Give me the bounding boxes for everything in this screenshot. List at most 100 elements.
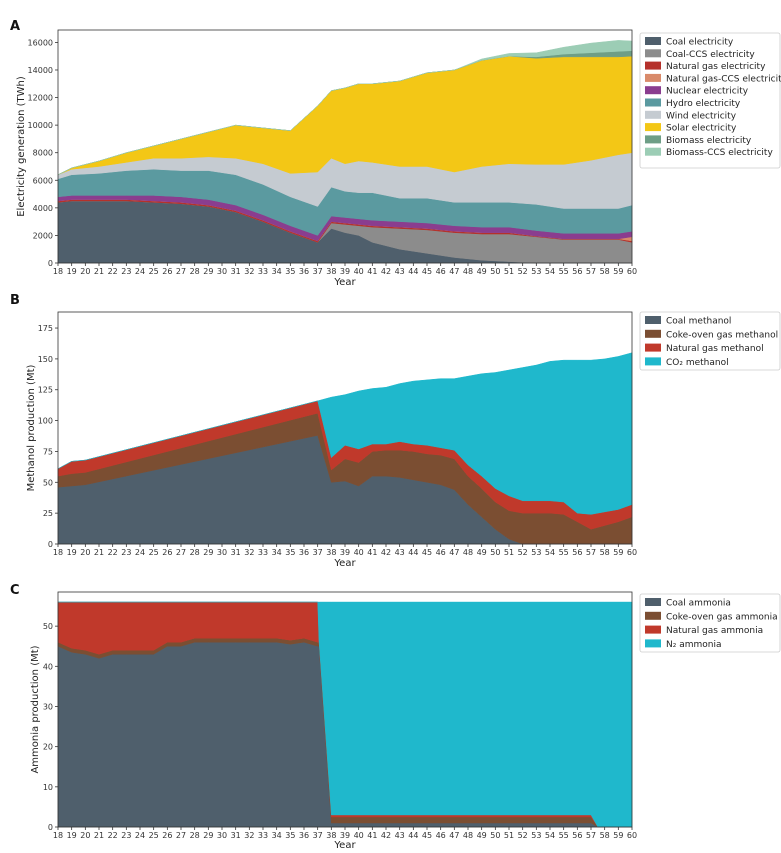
x-tick-label: 51 [504, 831, 514, 840]
x-tick-label: 22 [108, 548, 118, 557]
x-tick-label: 19 [67, 831, 77, 840]
x-tick-label: 34 [272, 548, 282, 557]
x-tick-label: 53 [531, 548, 541, 557]
x-tick-label: 23 [121, 831, 131, 840]
x-tick-label: 58 [600, 267, 610, 276]
x-tick-label: 38 [326, 831, 336, 840]
x-tick-label: 54 [545, 831, 555, 840]
x-tick-label: 41 [367, 267, 377, 276]
legend-label-coal-ammonia: Coal ammonia [666, 599, 731, 609]
legend-label-natural-gas-ccs-electricity: Natural gas-CCS electricity [666, 74, 781, 84]
x-tick-label: 43 [395, 548, 405, 557]
y-tick-label: 150 [38, 355, 53, 364]
legend-label-coke-oven-gas-methanol: Coke-oven gas methanol [666, 330, 778, 340]
x-tick-label: 22 [108, 267, 118, 276]
y-tick-label: 25 [43, 509, 53, 518]
x-tick-label: 48 [463, 548, 473, 557]
x-tick-label: 21 [94, 831, 104, 840]
x-tick-label: 43 [395, 831, 405, 840]
x-tick-label: 36 [299, 548, 309, 557]
legend-swatch-n2-ammonia [645, 639, 661, 648]
x-tick-label: 48 [463, 267, 473, 276]
legend-label-coal-electricity: Coal electricity [666, 38, 734, 48]
x-tick-label: 57 [586, 267, 596, 276]
legend-swatch-natural-gas-methanol [645, 343, 661, 352]
y-tick-label: 175 [38, 324, 53, 333]
x-tick-label: 56 [572, 267, 582, 276]
x-tick-label: 43 [395, 267, 405, 276]
x-tick-label: 31 [231, 267, 241, 276]
y-tick-label: 125 [38, 386, 53, 395]
x-tick-label: 46 [436, 831, 446, 840]
x-tick-label: 23 [121, 548, 131, 557]
x-tick-label: 56 [572, 548, 582, 557]
x-tick-label: 48 [463, 831, 473, 840]
x-tick-label: 55 [559, 267, 569, 276]
legend-label-coke-oven-gas-ammonia: Coke-oven gas ammonia [666, 612, 778, 622]
legend-swatch-coal-ccs-electricity [645, 49, 661, 58]
x-tick-label: 60 [627, 831, 637, 840]
panel-letter: C [10, 583, 20, 598]
legend-label-wind-electricity: Wind electricity [666, 111, 737, 121]
x-tick-label: 42 [381, 267, 391, 276]
x-tick-label: 25 [149, 267, 159, 276]
x-tick-label: 24 [135, 831, 145, 840]
y-tick-label: 14000 [28, 66, 53, 75]
x-tick-label: 44 [408, 548, 418, 557]
x-tick-label: 57 [586, 831, 596, 840]
x-tick-label: 32 [244, 267, 254, 276]
x-tick-label: 29 [203, 548, 213, 557]
legend-swatch-nuclear-electricity [645, 86, 661, 95]
x-axis-label: Year [333, 558, 356, 569]
x-tick-label: 21 [94, 548, 104, 557]
x-tick-label: 30 [217, 831, 227, 840]
x-tick-label: 54 [545, 548, 555, 557]
y-tick-label: 16000 [28, 38, 53, 47]
x-tick-label: 32 [244, 548, 254, 557]
y-tick-label: 10000 [28, 121, 53, 130]
x-tick-label: 23 [121, 267, 131, 276]
x-tick-label: 53 [531, 267, 541, 276]
panel-letter: A [10, 19, 20, 34]
area-solar-electricity [57, 55, 633, 175]
x-tick-label: 31 [231, 831, 241, 840]
x-tick-label: 25 [149, 548, 159, 557]
x-tick-label: 45 [422, 267, 432, 276]
x-tick-label: 60 [627, 267, 637, 276]
x-tick-label: 44 [408, 267, 418, 276]
x-tick-label: 28 [190, 548, 200, 557]
legend-swatch-coke-oven-gas-methanol [645, 329, 661, 338]
chart-panel-a: A 0 2000 4000 6000 8000 10000 12000 14000 16000 18… [10, 19, 781, 288]
x-tick-label: 25 [149, 831, 159, 840]
x-tick-label: 35 [285, 831, 295, 840]
x-tick-label: 39 [340, 267, 350, 276]
y-tick-label: 50 [43, 478, 53, 487]
x-tick-label: 29 [203, 267, 213, 276]
y-tick-label: 6000 [33, 176, 53, 185]
y-tick-label: 2000 [33, 231, 53, 240]
x-tick-label: 41 [367, 548, 377, 557]
legend-swatch-natural-gas-electricity [645, 61, 661, 70]
y-tick-label: 10 [43, 783, 53, 792]
x-tick-label: 55 [559, 548, 569, 557]
x-tick-label: 51 [504, 548, 514, 557]
x-tick-label: 44 [408, 831, 418, 840]
x-tick-label: 52 [518, 267, 528, 276]
y-tick-label: 100 [38, 417, 53, 426]
x-tick-label: 50 [490, 267, 500, 276]
x-tick-label: 22 [108, 831, 118, 840]
legend-label-natural-gas-methanol: Natural gas methanol [666, 344, 764, 354]
x-tick-label: 42 [381, 831, 391, 840]
x-tick-label: 49 [477, 548, 487, 557]
x-tick-label: 35 [285, 548, 295, 557]
legend-label-coal-methanol: Coal methanol [666, 317, 731, 327]
x-tick-label: 49 [477, 831, 487, 840]
x-tick-label: 42 [381, 548, 391, 557]
x-tick-label: 51 [504, 267, 514, 276]
legend-box [639, 593, 781, 653]
legend-swatch-coal-methanol [645, 316, 661, 324]
y-tick-label: 20 [43, 743, 53, 752]
x-tick-label: 27 [176, 831, 186, 840]
y-tick-label: 12000 [28, 94, 53, 103]
